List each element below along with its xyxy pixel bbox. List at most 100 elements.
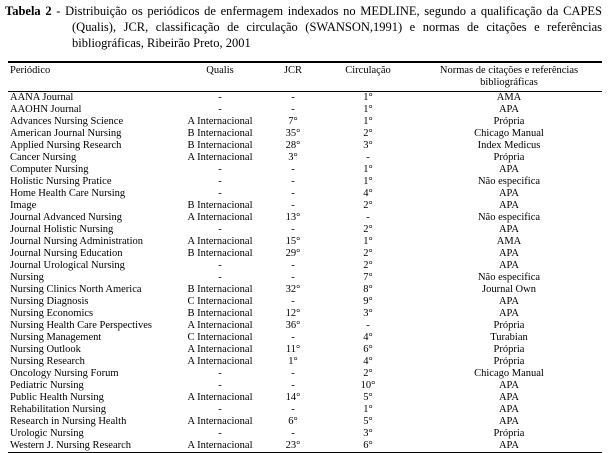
cell-jcr: 7° xyxy=(288,116,298,127)
table-row: Computer Nursing - - 1° APA xyxy=(8,164,602,176)
table-row: Journal Holistic Nursing - - 2° APA xyxy=(8,224,602,236)
table-row: Journal Nursing Administration A Interna… xyxy=(8,236,602,248)
cell-jcr: - xyxy=(291,224,295,235)
cell-periodico: Journal Holistic Nursing xyxy=(10,224,114,235)
cell-normas: Chicago Manual xyxy=(474,368,544,379)
cell-circulacao: 2° xyxy=(363,224,373,235)
table-row: Urologic Nursing - - 3° Própria xyxy=(8,428,602,440)
table-row: American Journal Nursing B Internacional… xyxy=(8,128,602,140)
cell-circulacao: 2° xyxy=(363,200,373,211)
cell-circulacao: 5° xyxy=(363,392,373,403)
table-row: Nursing Economics B Internacional 12° 3°… xyxy=(8,308,602,320)
cell-periodico: AANA Journal xyxy=(10,92,74,103)
table-header: Periódico Qualis JCR Circulação Normas d… xyxy=(8,62,602,92)
cell-normas: APA xyxy=(498,104,520,115)
table-body: AANA Journal - - 1° AMA AAOHN Journal - … xyxy=(8,92,602,453)
cell-qualis: - xyxy=(218,272,222,283)
header-circulacao: Circulação xyxy=(320,62,416,92)
cell-qualis: B Internacional xyxy=(187,248,253,259)
table-row: Western J. Nursing Research A Internacio… xyxy=(8,440,602,453)
cell-jcr: 11° xyxy=(285,344,301,355)
cell-qualis: C Internacional xyxy=(187,296,253,307)
cell-circulacao: 2° xyxy=(363,368,373,379)
cell-periodico: Public Health Nursing xyxy=(10,392,104,403)
table-row: Cancer Nursing A Internacional 3° - Próp… xyxy=(8,152,602,164)
cell-periodico: Rehabilitation Nursing xyxy=(10,404,106,415)
table-header-row: Periódico Qualis JCR Circulação Normas d… xyxy=(8,62,602,92)
table-caption-text: - Distribuição os periódicos de enfermag… xyxy=(56,4,603,50)
table-row: Nursing Management C Internacional - 4° … xyxy=(8,332,602,344)
cell-periodico: Research in Nursing Health xyxy=(10,416,127,427)
cell-periodico: Nursing Outlook xyxy=(10,344,81,355)
cell-qualis: B Internacional xyxy=(187,284,253,295)
cell-periodico: Nursing Diagnosis xyxy=(10,296,89,307)
cell-periodico: Nursing Clinics North America xyxy=(10,284,142,295)
cell-circulacao: 6° xyxy=(363,344,373,355)
cell-qualis: A Internacional xyxy=(187,116,253,127)
cell-normas: Chicago Manual xyxy=(474,128,544,139)
cell-circulacao: 10° xyxy=(360,380,376,391)
cell-qualis: - xyxy=(218,104,222,115)
table-caption-label: Tabela 2 xyxy=(5,4,52,18)
cell-periodico: Journal Urological Nursing xyxy=(10,260,125,271)
header-normas: Normas de citações e referências bibliog… xyxy=(416,62,602,92)
cell-normas: Não especifica xyxy=(477,212,541,223)
cell-periodico: Nursing Management xyxy=(10,332,102,343)
cell-circulacao: - xyxy=(366,212,370,223)
table-row: Journal Nursing Education B Internaciona… xyxy=(8,248,602,260)
cell-circulacao: 1° xyxy=(363,404,373,415)
table-row: Rehabilitation Nursing - - 1° APA xyxy=(8,404,602,416)
cell-circulacao: - xyxy=(366,152,370,163)
cell-qualis: B Internacional xyxy=(187,140,253,151)
cell-normas: AMA xyxy=(496,236,522,247)
cell-jcr: 28° xyxy=(285,140,301,151)
cell-normas: AMA xyxy=(496,92,522,103)
cell-normas: Não especifica xyxy=(477,176,541,187)
table-row: AAOHN Journal - - 1° APA xyxy=(8,104,602,116)
cell-periodico: AAOHN Journal xyxy=(10,104,82,115)
cell-normas: APA xyxy=(498,404,520,415)
cell-circulacao: 4° xyxy=(363,356,373,367)
table-row: Holistic Nursing Pratice - - 1° Não espe… xyxy=(8,176,602,188)
cell-jcr: 23° xyxy=(285,440,301,451)
cell-jcr: - xyxy=(291,272,295,283)
table-row: Applied Nursing Research B Internacional… xyxy=(8,140,602,152)
cell-qualis: A Internacional xyxy=(187,440,253,451)
table-row: Research in Nursing Health A Internacion… xyxy=(8,416,602,428)
cell-jcr: - xyxy=(291,404,295,415)
cell-periodico: Western J. Nursing Research xyxy=(10,440,132,451)
cell-normas: APA xyxy=(498,188,520,199)
cell-qualis: B Internacional xyxy=(187,308,253,319)
table-row: Nursing Health Care Perspectives A Inter… xyxy=(8,320,602,332)
cell-jcr: - xyxy=(291,296,295,307)
cell-normas: APA xyxy=(498,440,520,451)
cell-qualis: B Internacional xyxy=(187,128,253,139)
cell-normas: Própria xyxy=(493,320,525,331)
cell-qualis: A Internacional xyxy=(187,356,253,367)
cell-circulacao: 1° xyxy=(363,176,373,187)
cell-circulacao: 7° xyxy=(363,272,373,283)
cell-qualis: - xyxy=(218,92,222,103)
cell-normas: APA xyxy=(498,248,520,259)
cell-circulacao: 1° xyxy=(363,104,373,115)
cell-periodico: Cancer Nursing xyxy=(10,152,77,163)
cell-qualis: - xyxy=(218,164,222,175)
cell-periodico: Oncology Nursing Forum xyxy=(10,368,119,379)
cell-circulacao: 8° xyxy=(363,284,373,295)
cell-circulacao: 3° xyxy=(363,308,373,319)
cell-normas: APA xyxy=(498,200,520,211)
cell-periodico: Applied Nursing Research xyxy=(10,140,122,151)
cell-jcr: - xyxy=(291,380,295,391)
cell-jcr: 13° xyxy=(285,212,301,223)
cell-qualis: - xyxy=(218,404,222,415)
cell-jcr: 32° xyxy=(285,284,301,295)
cell-jcr: 1° xyxy=(288,356,298,367)
cell-circulacao: 5° xyxy=(363,416,373,427)
cell-periodico: Journal Nursing Education xyxy=(10,248,123,259)
cell-qualis: C Internacional xyxy=(187,332,253,343)
table-row: Oncology Nursing Forum - - 2° Chicago Ma… xyxy=(8,368,602,380)
table-row: Journal Urological Nursing - - 2° APA xyxy=(8,260,602,272)
cell-periodico: Nursing Research xyxy=(10,356,85,367)
cell-circulacao: 1° xyxy=(363,92,373,103)
cell-normas: Própria xyxy=(493,344,525,355)
